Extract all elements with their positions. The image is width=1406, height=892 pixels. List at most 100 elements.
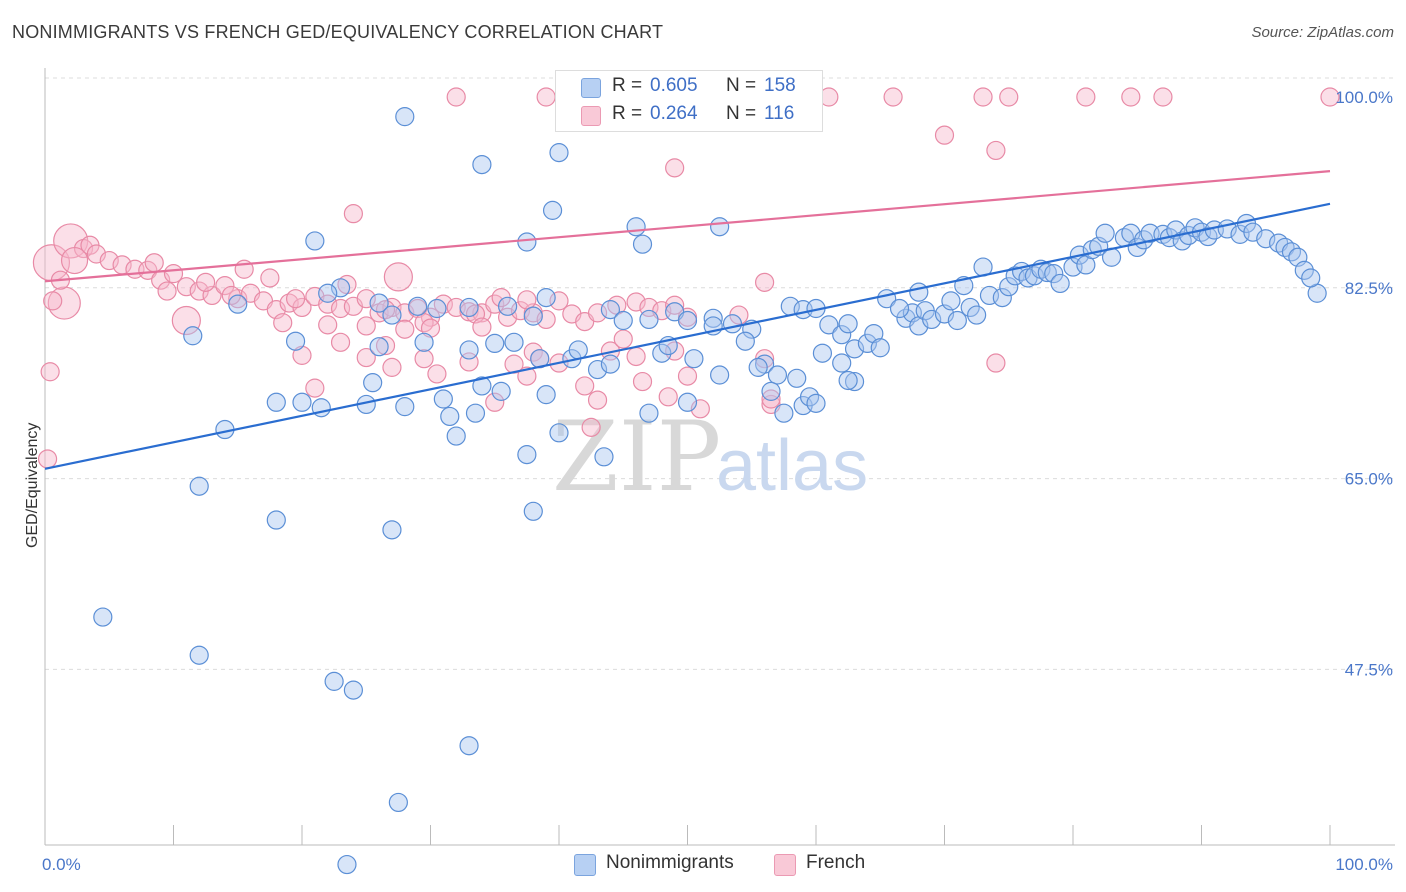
point-nonimmigrants — [600, 354, 621, 374]
point-nonimmigrants — [382, 520, 402, 540]
x-tick-label: 100.0% — [1335, 855, 1393, 874]
point-nonimmigrants — [1095, 223, 1115, 243]
point-nonimmigrants — [1301, 268, 1321, 288]
point-nonimmigrants — [536, 288, 556, 308]
point-nonimmigrants — [189, 476, 209, 496]
point-nonimmigrants — [388, 792, 408, 813]
point-french — [485, 392, 505, 412]
point-nonimmigrants — [992, 288, 1012, 308]
y-tick-label: 82.5% — [1345, 279, 1393, 298]
point-french — [47, 286, 81, 320]
point-french — [157, 281, 177, 301]
point-french — [677, 366, 698, 386]
point-french — [761, 389, 781, 409]
point-nonimmigrants — [382, 305, 402, 325]
point-french — [632, 371, 653, 392]
point-nonimmigrants — [498, 296, 518, 316]
point-nonimmigrants — [761, 381, 781, 401]
point-french — [613, 329, 633, 349]
point-french — [343, 204, 363, 224]
point-french — [144, 253, 164, 273]
point-french — [37, 449, 58, 469]
point-nonimmigrants — [960, 297, 980, 318]
point-nonimmigrants — [369, 293, 389, 313]
point-nonimmigrants — [433, 389, 453, 409]
point-nonimmigrants — [735, 331, 755, 351]
point-french — [1153, 87, 1173, 107]
point-nonimmigrants — [517, 232, 537, 252]
point-nonimmigrants — [594, 447, 614, 467]
point-nonimmigrants — [864, 323, 884, 344]
point-french — [1320, 87, 1340, 107]
point-french — [215, 276, 235, 296]
point-french — [883, 87, 903, 107]
legend-row-french: R = 0.264 N = 116 — [556, 101, 822, 129]
point-nonimmigrants — [395, 397, 415, 417]
point-nonimmigrants — [819, 315, 839, 335]
point-nonimmigrants — [491, 381, 511, 401]
point-french — [383, 262, 413, 292]
point-nonimmigrants — [459, 340, 479, 360]
point-nonimmigrants — [324, 671, 344, 691]
point-nonimmigrants — [285, 331, 306, 351]
legend-n-label: N = — [726, 103, 757, 124]
legend-n-value: 116 — [764, 103, 795, 124]
point-nonimmigrants — [183, 326, 203, 346]
point-french — [414, 349, 434, 369]
legend-r-label: R = — [612, 103, 643, 124]
point-nonimmigrants — [363, 373, 383, 393]
y-tick-label: 100.0% — [1335, 88, 1393, 107]
point-french — [375, 335, 396, 356]
point-nonimmigrants — [722, 314, 743, 334]
point-nonimmigrants — [1256, 229, 1276, 249]
trend-line-nonimmigrants — [44, 202, 1331, 470]
point-nonimmigrants — [440, 406, 460, 427]
point-nonimmigrants — [684, 349, 704, 369]
point-nonimmigrants — [266, 392, 286, 412]
point-nonimmigrants — [305, 231, 325, 251]
point-french — [517, 366, 537, 386]
y-tick-labels: 47.5% 65.0% 82.5% 100.0% — [1335, 88, 1393, 679]
x-tick-labels: 0.0% 100.0% — [42, 855, 1393, 874]
point-nonimmigrants — [337, 854, 357, 875]
y-tick-label: 65.0% — [1345, 470, 1393, 489]
point-nonimmigrants — [542, 200, 563, 220]
point-nonimmigrants — [395, 107, 415, 127]
point-nonimmigrants — [748, 357, 768, 377]
point-french — [40, 362, 60, 382]
axes — [44, 68, 1395, 846]
point-french — [986, 353, 1006, 373]
legend-n-label: N = — [726, 75, 757, 96]
point-nonimmigrants — [536, 385, 556, 405]
point-nonimmigrants — [806, 393, 826, 413]
point-nonimmigrants — [838, 314, 858, 334]
point-french — [356, 316, 376, 336]
point-nonimmigrants — [767, 365, 788, 385]
point-french — [318, 315, 338, 335]
point-nonimmigrants — [318, 283, 338, 303]
point-nonimmigrants — [922, 309, 942, 330]
point-french — [395, 319, 415, 339]
legend-n-value: 158 — [764, 75, 796, 96]
point-nonimmigrants — [93, 607, 113, 627]
point-nonimmigrants — [909, 282, 929, 302]
point-french — [171, 305, 201, 336]
point-french — [472, 317, 492, 337]
point-nonimmigrants — [446, 426, 466, 446]
point-nonimmigrants — [941, 291, 961, 311]
point-french — [318, 294, 338, 314]
point-french — [1121, 87, 1141, 107]
point-nonimmigrants — [568, 340, 588, 360]
legend-row-nonimmigrants: R = 0.605 N = 158 — [556, 73, 822, 101]
watermark-zip: ZIP — [552, 401, 721, 513]
bottom-legend-label: French — [806, 852, 866, 873]
point-nonimmigrants — [485, 333, 505, 354]
y-axis-label: GED/Equivalency — [24, 423, 41, 548]
point-nonimmigrants — [517, 445, 537, 465]
point-french — [99, 250, 119, 271]
point-nonimmigrants — [549, 143, 569, 163]
point-nonimmigrants — [787, 368, 807, 388]
point-nonimmigrants — [459, 736, 479, 756]
point-nonimmigrants — [967, 305, 987, 325]
point-nonimmigrants — [626, 217, 646, 237]
